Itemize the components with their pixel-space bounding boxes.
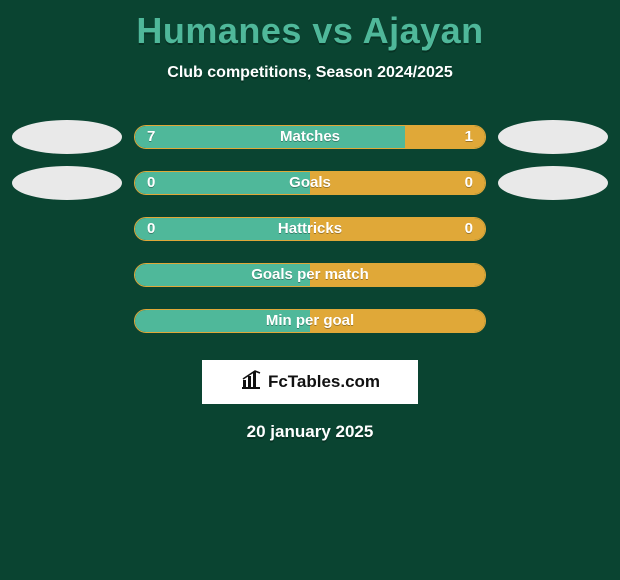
stat-label: Hattricks xyxy=(135,218,485,240)
stat-label: Goals xyxy=(135,172,485,194)
page-title: Humanes vs Ajayan xyxy=(0,0,620,52)
player-oval-right xyxy=(498,166,608,200)
stat-bar: Goals per match xyxy=(134,263,486,287)
brand-box: FcTables.com xyxy=(202,360,418,404)
stat-label: Goals per match xyxy=(135,264,485,286)
stat-rows: Matches71Goals00Hattricks00Goals per mat… xyxy=(0,114,620,344)
stat-row: Goals0 0 xyxy=(0,160,620,206)
player-oval-left xyxy=(12,120,122,154)
stat-label: Min per goal xyxy=(135,310,485,332)
stat-row: Goals per match xyxy=(0,252,620,298)
player-oval-left xyxy=(12,166,122,200)
player-oval-right xyxy=(498,120,608,154)
stat-label: Matches xyxy=(135,126,485,148)
stat-value-right: 1 xyxy=(465,126,473,148)
stat-bar: Goals0 0 xyxy=(134,171,486,195)
stat-row: Min per goal xyxy=(0,298,620,344)
page-subtitle: Club competitions, Season 2024/2025 xyxy=(0,64,620,82)
stat-value-left: 7 xyxy=(147,126,155,148)
stat-bar: Min per goal xyxy=(134,309,486,333)
stat-value-right: 0 xyxy=(465,172,473,194)
stat-bar: Matches7 1 xyxy=(134,125,486,149)
stat-value-right: 0 xyxy=(465,218,473,240)
brand-text: FcTables.com xyxy=(268,372,380,392)
stat-bar: Hattricks0 0 xyxy=(134,217,486,241)
stat-value-left: 0 xyxy=(147,218,155,240)
stat-value-left: 0 xyxy=(147,172,155,194)
stat-row: Matches7 1 xyxy=(0,114,620,160)
date-text: 20 january 2025 xyxy=(0,422,620,442)
chart-icon xyxy=(240,370,262,395)
stat-row: Hattricks0 0 xyxy=(0,206,620,252)
